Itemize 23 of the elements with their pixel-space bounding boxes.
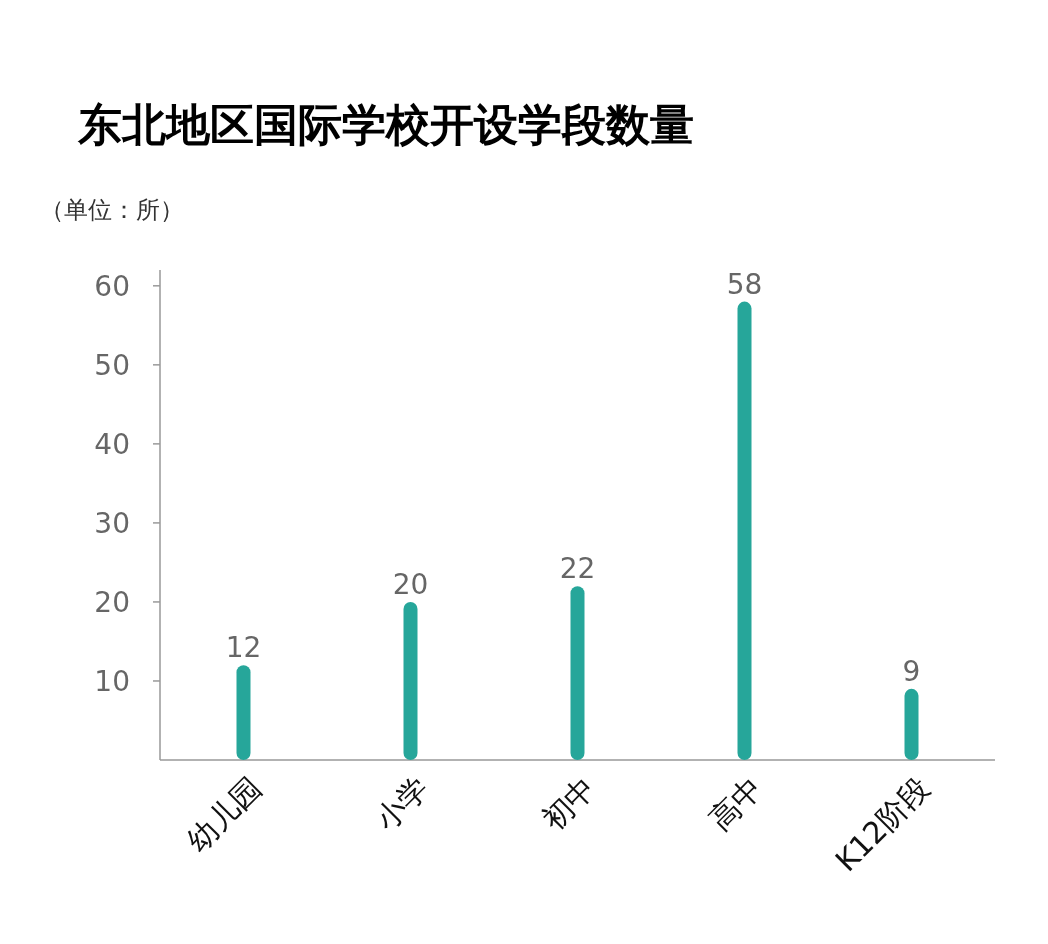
y-tick-label: 30: [94, 506, 130, 540]
bar: [904, 688, 919, 760]
x-tick-label: K12阶段: [828, 770, 937, 879]
x-tick-label: 初中: [535, 770, 603, 838]
bar: [236, 665, 251, 760]
x-tick-label: 高中: [702, 770, 770, 838]
data-label: 20: [392, 567, 429, 601]
data-label: 9: [902, 654, 921, 688]
x-tick-label: 幼儿园: [180, 770, 269, 859]
chart-title: 东北地区国际学校开设学段数量: [77, 99, 694, 150]
y-tick-label: 20: [94, 585, 130, 619]
bar: [737, 301, 752, 760]
bar: [570, 586, 585, 760]
data-label: 22: [559, 552, 596, 586]
y-tick-label: 10: [94, 664, 130, 698]
bar: [403, 601, 418, 760]
y-tick-label: 60: [94, 269, 130, 303]
y-tick-label: 40: [94, 427, 130, 461]
data-label: 58: [726, 267, 763, 301]
y-axis-title: （单位：所）: [40, 196, 184, 224]
x-tick-label: 小学: [368, 770, 436, 838]
data-label: 12: [225, 631, 262, 665]
y-tick-label: 50: [94, 348, 130, 382]
